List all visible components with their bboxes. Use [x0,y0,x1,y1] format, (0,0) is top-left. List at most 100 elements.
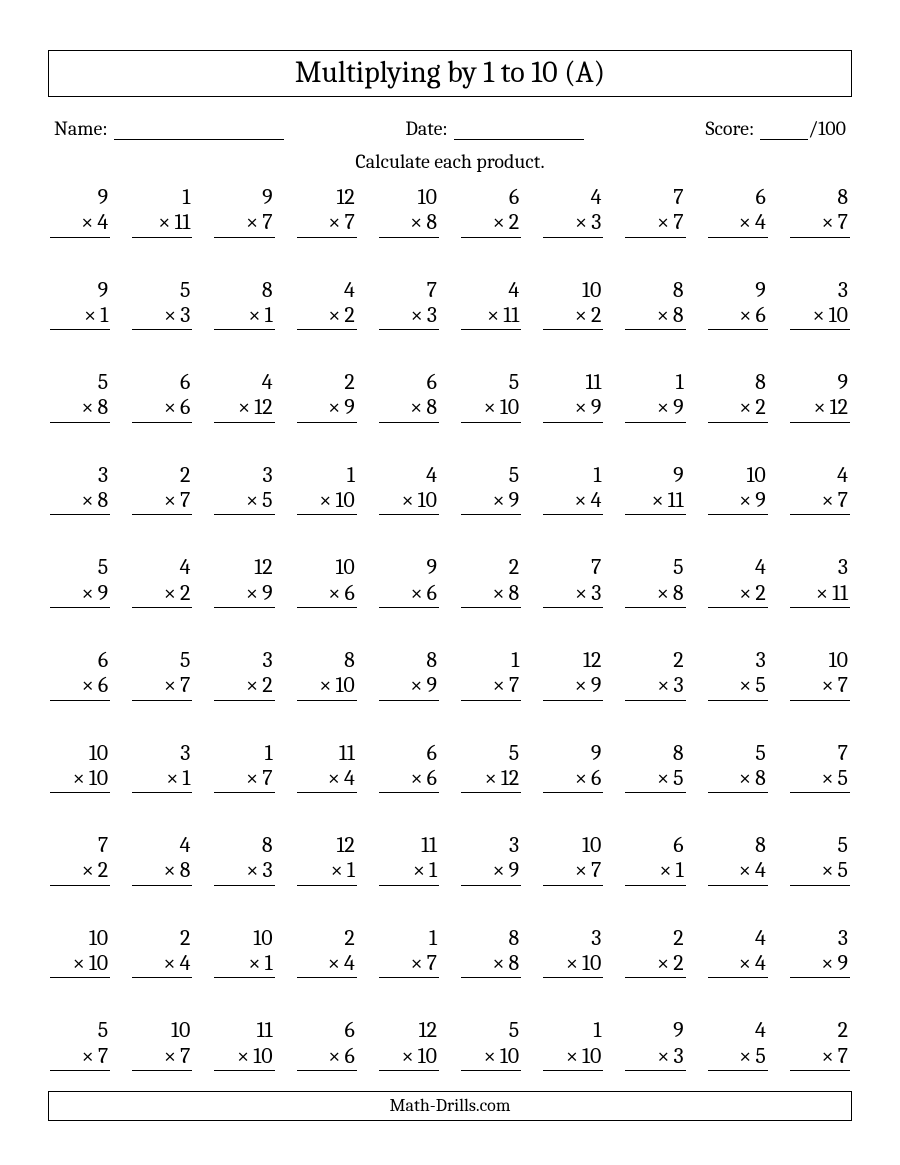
name-blank[interactable] [114,120,284,140]
multiplier-row: ×7 [132,488,192,515]
problem: 8×10 [297,648,357,701]
multiplicand: 4 [132,833,192,858]
multiply-icon: × [246,488,258,513]
multiplicand: 1 [543,463,603,488]
multiplier: 8 [673,580,684,606]
multiply-icon: × [739,951,751,976]
multiply-icon: × [575,766,587,791]
multiplier-row: ×8 [50,488,110,515]
multiply-icon: × [82,673,94,698]
problem: 8×5 [625,741,685,794]
problem: 9×4 [50,185,110,238]
multiplicand: 5 [132,278,192,303]
multiplier-row: ×4 [543,488,603,515]
multiplicand: 1 [379,926,439,951]
multiply-icon: × [413,858,425,883]
multiplier: 1 [347,857,355,883]
problem: 4×11 [461,278,521,331]
multiplier-row: ×9 [379,673,439,700]
multiply-icon: × [319,488,331,513]
multiplier: 9 [509,857,520,883]
multiply-icon: × [328,951,340,976]
multiply-icon: × [816,581,828,606]
date-field: Date: [405,117,583,140]
multiplier-row: ×5 [708,1044,768,1071]
problem: 3×9 [461,833,521,886]
multiplier-row: ×5 [214,488,274,515]
multiplier: 5 [755,672,765,698]
score-blank[interactable] [760,120,808,140]
multiplier-row: ×9 [790,951,850,978]
multiplier: 8 [509,950,520,976]
multiplicand: 11 [543,370,603,395]
multiplier: 2 [755,394,765,420]
multiplier-row: ×10 [790,303,850,330]
multiplier-row: ×1 [379,858,439,885]
multiply-icon: × [492,488,504,513]
problem: 1×11 [132,185,192,238]
multiply-icon: × [73,951,85,976]
multiplier-row: ×6 [379,581,439,608]
multiplier-row: ×8 [50,395,110,422]
multiplier: 8 [98,394,109,420]
multiply-icon: × [328,395,340,420]
multiplier: 10 [253,1043,272,1069]
multiplier: 7 [838,209,848,235]
problem: 3×8 [50,463,110,516]
multiplier: 9 [673,394,684,420]
multiplier: 7 [427,950,437,976]
problem: 12×9 [543,648,603,701]
multiplier-row: ×1 [214,303,274,330]
multiplier-row: ×10 [543,951,603,978]
multiplier-row: ×8 [461,581,521,608]
problem: 5×8 [50,370,110,423]
multiplier: 4 [755,209,766,235]
problem: 2×7 [132,463,192,516]
problem: 4×2 [708,555,768,608]
problem: 3×10 [543,926,603,979]
multiplier: 10 [582,950,601,976]
multiplier: 4 [180,950,191,976]
multiplicand: 8 [708,370,768,395]
problem: 6×6 [50,648,110,701]
multiplier-row: ×9 [543,395,603,422]
multiplicand: 1 [625,370,685,395]
multiplicand: 12 [297,833,357,858]
multiplicand: 10 [297,555,357,580]
date-blank[interactable] [454,120,584,140]
multiply-icon: × [485,766,497,791]
multiplier: 2 [98,857,108,883]
multiplicand: 3 [132,741,192,766]
multiplicand: 2 [461,555,521,580]
multiply-icon: × [739,488,751,513]
multiplier-row: ×9 [50,581,110,608]
multiplier-row: ×6 [379,766,439,793]
problem: 2×8 [461,555,521,608]
multiplicand: 5 [625,555,685,580]
problem: 5×7 [132,648,192,701]
problem: 8×8 [461,926,521,979]
multiply-icon: × [739,210,751,235]
multiplicand: 2 [297,370,357,395]
problem: 5×12 [461,741,521,794]
multiplier-row: ×11 [461,303,521,330]
multiplier: 2 [673,950,683,976]
multiplier: 9 [344,394,355,420]
multiplier-row: ×3 [625,1044,685,1071]
multiply-icon: × [328,1044,340,1069]
multiplier: 5 [838,765,848,791]
problem: 9×1 [50,278,110,331]
multiplier: 1 [265,950,273,976]
multiplier-row: ×6 [50,673,110,700]
problem: 6×6 [132,370,192,423]
multiplicand: 9 [625,463,685,488]
multiplicand: 9 [379,555,439,580]
problem: 6×6 [379,741,439,794]
multiplier-row: ×3 [214,858,274,885]
problem: 4×2 [297,278,357,331]
footer-box: Math-Drills.com [48,1091,852,1121]
problem: 4×8 [132,833,192,886]
multiply-icon: × [484,1044,496,1069]
multiply-icon: × [164,303,176,328]
multiply-icon: × [812,303,824,328]
